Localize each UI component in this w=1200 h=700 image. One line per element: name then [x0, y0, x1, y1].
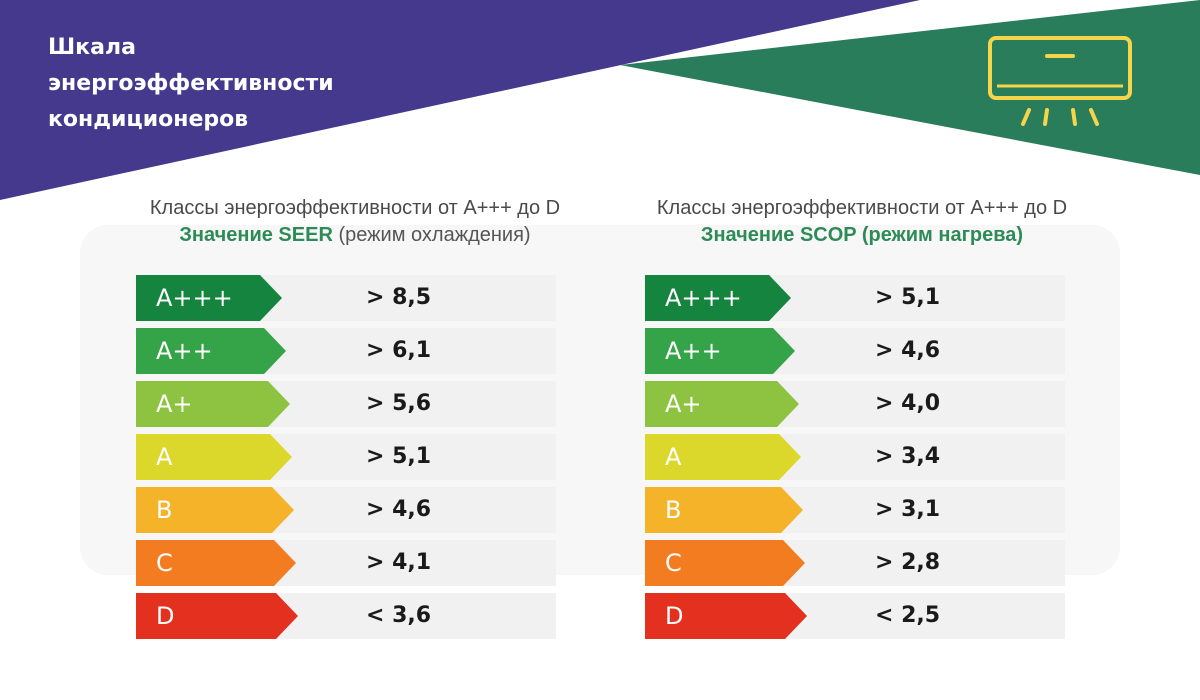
- scale-row: B > 3,1: [645, 487, 1065, 533]
- scale-row: A > 5,1: [136, 434, 556, 480]
- threshold-value: < 3,6: [366, 603, 432, 628]
- threshold-value: < 2,5: [875, 603, 941, 628]
- threshold-value: > 4,0: [875, 391, 941, 416]
- class-label: B: [665, 496, 682, 524]
- heading-line-1: Классы энергоэффективности от А+++ до D: [656, 197, 1068, 219]
- scale-row: A+ > 4,0: [645, 381, 1065, 427]
- scale-row: A+++ > 8,5: [136, 275, 556, 321]
- scop-column-heading: Классы энергоэффективности от А+++ до D …: [602, 196, 1122, 250]
- scale-row: A+ > 5,6: [136, 381, 556, 427]
- threshold-value: > 5,6: [366, 391, 432, 416]
- class-label: A+++: [665, 284, 742, 312]
- class-label: D: [156, 602, 175, 630]
- class-arrow: [645, 540, 805, 586]
- threshold-value: > 5,1: [875, 285, 941, 310]
- class-arrow: [136, 540, 296, 586]
- class-arrow: [645, 328, 795, 374]
- class-arrow: [645, 275, 791, 321]
- threshold-value: > 2,8: [875, 550, 941, 575]
- seer-label: Значение SEER: [179, 224, 333, 246]
- class-label: A++: [156, 337, 213, 365]
- class-arrow: [136, 381, 290, 427]
- threshold-value: > 5,1: [366, 444, 432, 469]
- page-title: Шкала энергоэффективности кондиционеров: [48, 30, 428, 138]
- seer-scale: A+++ > 8,5 A++ > 6,1 A+ > 5,6 A > 5,1 B > 4,6 C > 4…: [136, 275, 556, 646]
- threshold-value: > 3,4: [875, 444, 941, 469]
- class-arrow: [645, 487, 803, 533]
- threshold-value: > 3,1: [875, 497, 941, 522]
- scale-row: D < 2,5: [645, 593, 1065, 639]
- seer-column-heading: Классы энергоэффективности от А+++ до D …: [95, 196, 615, 250]
- scop-label: Значение SCOP (режим нагрева): [700, 224, 1024, 246]
- class-label: A: [156, 443, 173, 471]
- title-line: энергоэффективности: [48, 71, 334, 96]
- class-label: A+: [156, 390, 193, 418]
- threshold-value: > 4,6: [875, 338, 941, 363]
- scale-row: B > 4,6: [136, 487, 556, 533]
- threshold-value: > 4,1: [366, 550, 432, 575]
- scale-row: A+++ > 5,1: [645, 275, 1065, 321]
- air-conditioner-icon: [988, 36, 1132, 126]
- class-label: A++: [665, 337, 722, 365]
- class-arrow: [136, 275, 282, 321]
- class-arrow: [645, 593, 807, 639]
- scale-row: A++ > 4,6: [645, 328, 1065, 374]
- seer-mode-label: (режим охлаждения): [332, 224, 531, 246]
- scale-row: A++ > 6,1: [136, 328, 556, 374]
- scale-row: C > 2,8: [645, 540, 1065, 586]
- threshold-value: > 8,5: [366, 285, 432, 310]
- class-label: A: [665, 443, 682, 471]
- class-label: C: [665, 549, 682, 577]
- heading-line-2: Значение SCOP (режим нагрева): [602, 220, 1122, 250]
- scale-row: C > 4,1: [136, 540, 556, 586]
- class-arrow: [645, 434, 801, 480]
- green-band: [620, 0, 1200, 175]
- class-label: A+++: [156, 284, 233, 312]
- class-arrow: [645, 381, 799, 427]
- scop-scale: A+++ > 5,1 A++ > 4,6 A+ > 4,0 A > 3,4 B > 3,1 C > 2…: [645, 275, 1065, 646]
- scale-row: D < 3,6: [136, 593, 556, 639]
- scale-row: A > 3,4: [645, 434, 1065, 480]
- class-label: B: [156, 496, 173, 524]
- purple-band: [0, 0, 920, 200]
- title-line: Шкала: [48, 35, 136, 60]
- class-arrow: [136, 487, 294, 533]
- class-arrow: [136, 328, 286, 374]
- threshold-value: > 4,6: [366, 497, 432, 522]
- class-arrow: [136, 593, 298, 639]
- heading-line-2: Значение SEER (режим охлаждения): [95, 220, 615, 250]
- class-label: A+: [665, 390, 702, 418]
- class-label: D: [665, 602, 684, 630]
- title-line: кондиционеров: [48, 107, 249, 132]
- class-arrow: [136, 434, 292, 480]
- threshold-value: > 6,1: [366, 338, 432, 363]
- heading-line-1: Классы энергоэффективности от А+++ до D: [149, 197, 561, 219]
- class-label: C: [156, 549, 173, 577]
